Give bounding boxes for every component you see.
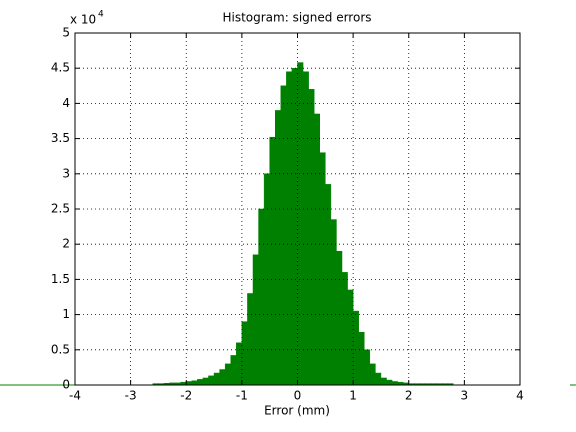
bar bbox=[230, 355, 237, 386]
y-tick-label: 0.5 bbox=[51, 342, 70, 356]
bar bbox=[224, 363, 231, 386]
y-multiplier-exponent: 4 bbox=[98, 10, 104, 20]
bar bbox=[391, 381, 398, 386]
bar bbox=[375, 372, 382, 386]
chart-title: Histogram: signed errors bbox=[222, 11, 371, 25]
x-tick-label: 4 bbox=[516, 389, 524, 403]
bar bbox=[191, 380, 198, 386]
y-tick-label: 1 bbox=[62, 307, 70, 321]
bar bbox=[341, 272, 348, 386]
bar bbox=[280, 85, 287, 386]
bar bbox=[197, 379, 204, 386]
bar bbox=[358, 331, 365, 386]
x-tick-label: -2 bbox=[180, 389, 192, 403]
bar bbox=[313, 113, 320, 386]
y-tick-label: 3.5 bbox=[51, 131, 70, 145]
bar bbox=[336, 250, 343, 386]
y-tick-label: 4.5 bbox=[51, 61, 70, 75]
bar bbox=[347, 289, 354, 386]
bar bbox=[258, 208, 265, 386]
y-tick-label: 2.5 bbox=[51, 202, 70, 216]
bar bbox=[325, 184, 332, 386]
bar bbox=[208, 375, 215, 386]
axes-box bbox=[74, 32, 521, 386]
bar bbox=[263, 173, 270, 386]
y-tick-label: 2 bbox=[62, 237, 70, 251]
bar bbox=[252, 254, 259, 386]
y-tick-label: 1.5 bbox=[51, 272, 70, 286]
bar bbox=[186, 381, 193, 386]
y-multiplier: x 10 bbox=[70, 13, 96, 27]
bar bbox=[386, 379, 393, 386]
bar bbox=[286, 71, 293, 386]
x-tick-label: 3 bbox=[461, 389, 469, 403]
x-tick-label: 1 bbox=[349, 389, 357, 403]
bar bbox=[291, 67, 298, 386]
bar bbox=[247, 293, 254, 386]
x-tick-label: -4 bbox=[69, 389, 81, 403]
bar bbox=[297, 62, 304, 386]
bar bbox=[213, 372, 220, 386]
x-tick-label: -3 bbox=[125, 389, 137, 403]
bar bbox=[219, 369, 226, 386]
bar bbox=[302, 71, 309, 386]
bar bbox=[364, 349, 371, 386]
bar bbox=[269, 136, 276, 386]
bar bbox=[319, 152, 326, 386]
bar bbox=[236, 342, 243, 386]
bar bbox=[275, 110, 282, 386]
y-tick-label: 5 bbox=[62, 26, 70, 40]
x-tick-label: -1 bbox=[236, 389, 248, 403]
bar bbox=[241, 321, 248, 386]
y-tick-label: 4 bbox=[62, 96, 70, 110]
x-tick-label: 2 bbox=[405, 389, 413, 403]
bar bbox=[369, 363, 376, 386]
bar bbox=[202, 377, 209, 386]
bar bbox=[352, 310, 359, 386]
bar bbox=[380, 377, 387, 386]
y-tick-label: 3 bbox=[62, 166, 70, 180]
y-tick-label: 0 bbox=[62, 378, 70, 392]
bar bbox=[308, 89, 315, 386]
x-axis-label: Error (mm) bbox=[264, 404, 330, 418]
x-tick-label: 0 bbox=[294, 389, 302, 403]
